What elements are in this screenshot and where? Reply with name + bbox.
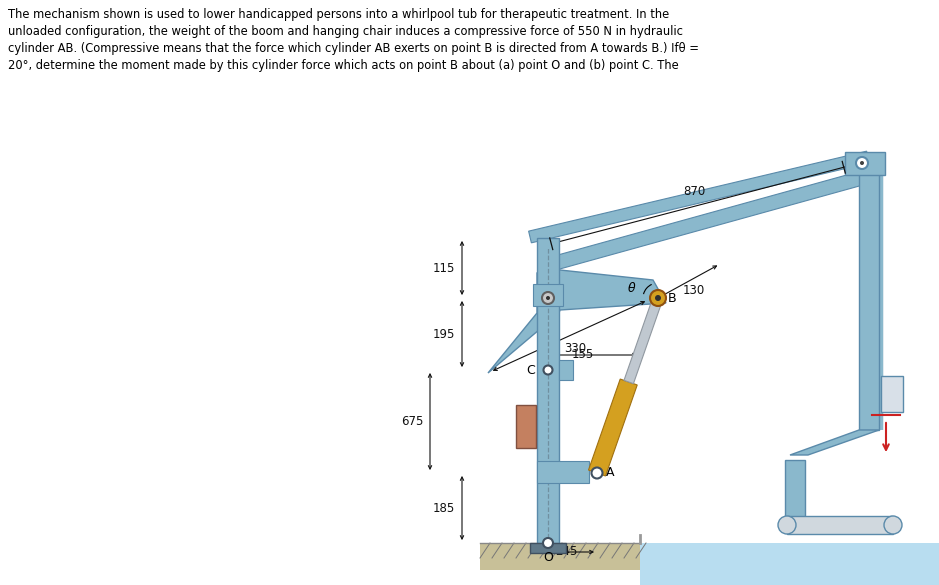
Bar bbox=[516, 405, 536, 448]
Polygon shape bbox=[488, 270, 666, 373]
Text: B: B bbox=[668, 291, 677, 305]
Polygon shape bbox=[790, 430, 879, 455]
Text: O: O bbox=[543, 551, 553, 564]
Bar bbox=[537, 238, 559, 543]
Bar bbox=[787, 516, 893, 534]
Text: 330: 330 bbox=[563, 342, 586, 355]
Polygon shape bbox=[537, 461, 589, 483]
Text: cylinder AB. (Compressive means that the force which cylinder AB exerts on point: cylinder AB. (Compressive means that the… bbox=[8, 42, 699, 55]
Circle shape bbox=[546, 296, 550, 300]
Circle shape bbox=[544, 366, 552, 374]
Circle shape bbox=[543, 538, 553, 548]
Polygon shape bbox=[529, 151, 870, 243]
Bar bbox=[530, 543, 566, 553]
Circle shape bbox=[778, 516, 796, 534]
Text: unloaded configuration, the weight of the boom and hanging chair induces a compr: unloaded configuration, the weight of th… bbox=[8, 25, 683, 38]
Bar bbox=[859, 163, 879, 430]
Text: The mechanism shown is used to lower handicapped persons into a whirlpool tub fo: The mechanism shown is used to lower han… bbox=[8, 8, 670, 21]
Polygon shape bbox=[589, 379, 638, 476]
Circle shape bbox=[542, 292, 554, 304]
Circle shape bbox=[655, 295, 661, 301]
Circle shape bbox=[884, 516, 902, 534]
Text: 20°, determine the moment made by this cylinder force which acts on point B abou: 20°, determine the moment made by this c… bbox=[8, 59, 679, 72]
Circle shape bbox=[592, 467, 603, 479]
Text: 115: 115 bbox=[433, 261, 455, 274]
Text: C: C bbox=[526, 363, 535, 377]
Text: θ: θ bbox=[628, 282, 636, 295]
Polygon shape bbox=[546, 171, 864, 272]
Circle shape bbox=[856, 157, 868, 169]
Polygon shape bbox=[480, 543, 640, 570]
Polygon shape bbox=[559, 360, 573, 380]
Bar bbox=[785, 460, 805, 525]
Text: 130: 130 bbox=[684, 284, 705, 297]
Polygon shape bbox=[533, 284, 563, 306]
Bar bbox=[881, 376, 903, 412]
Text: 675: 675 bbox=[401, 415, 423, 428]
Text: 195: 195 bbox=[433, 328, 455, 340]
Polygon shape bbox=[624, 297, 663, 384]
Text: 245: 245 bbox=[555, 545, 577, 558]
Circle shape bbox=[860, 161, 864, 165]
Circle shape bbox=[650, 290, 666, 306]
Text: 185: 185 bbox=[433, 501, 455, 514]
Text: A: A bbox=[606, 466, 614, 480]
Bar bbox=[845, 152, 885, 175]
Text: 155: 155 bbox=[572, 348, 594, 361]
Polygon shape bbox=[640, 543, 939, 585]
Text: 870: 870 bbox=[683, 185, 705, 198]
